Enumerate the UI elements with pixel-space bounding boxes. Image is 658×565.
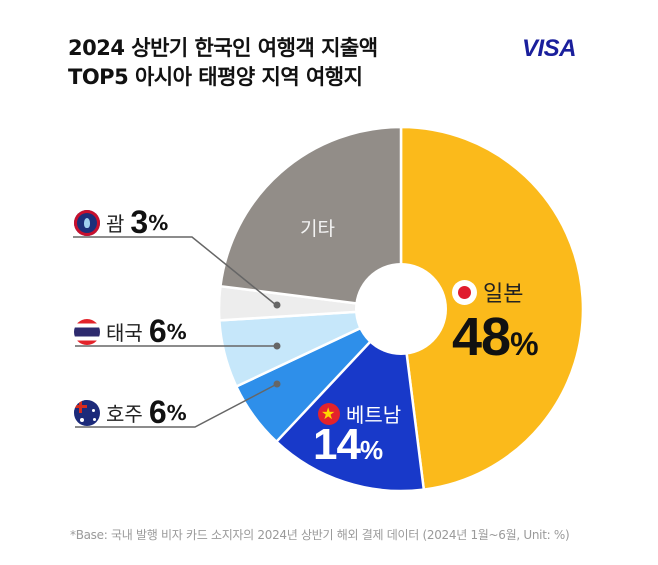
guam-flag-icon bbox=[74, 209, 100, 236]
guam-value: 3 bbox=[130, 204, 149, 240]
thailand-value: 6 bbox=[148, 313, 167, 349]
australia-value: 6 bbox=[148, 394, 167, 430]
other-label: 기타 bbox=[300, 218, 335, 240]
donut-hole bbox=[355, 263, 447, 355]
thailand-name: 태국 bbox=[106, 321, 143, 345]
australia-name: 호주 bbox=[106, 402, 143, 426]
slice-other bbox=[219, 125, 403, 311]
guam-unit: % bbox=[148, 210, 169, 235]
australia-label: 호주 6% bbox=[74, 394, 187, 431]
vietnam-label: ★ 베트남 bbox=[318, 399, 407, 428]
australia-flag-icon bbox=[74, 399, 100, 426]
vietnam-percentage: 14% bbox=[313, 420, 383, 470]
title-line-1: 2024 상반기 한국인 여행객 지출액 bbox=[68, 36, 378, 60]
vietnam-value: 14 bbox=[313, 420, 361, 469]
guam-leader-line bbox=[73, 236, 277, 306]
japan-value: 48 bbox=[452, 307, 511, 367]
guam-leader-dot bbox=[273, 301, 281, 309]
japan-label: 일본 bbox=[452, 276, 529, 308]
thailand-unit: % bbox=[166, 319, 187, 344]
pie-slices bbox=[217, 125, 585, 493]
footnote: *Base: 국내 발행 비자 카드 소지자의 2024년 상반기 해외 결제 … bbox=[70, 528, 570, 542]
thailand-leader-dot bbox=[273, 342, 281, 350]
vietnam-flag-icon: ★ bbox=[318, 402, 340, 425]
australia-leader-line bbox=[75, 383, 278, 428]
vietnam-unit: % bbox=[359, 435, 384, 465]
australia-leader-dot bbox=[273, 380, 281, 388]
japan-unit: % bbox=[510, 326, 539, 362]
vietnam-name: 베트남 bbox=[346, 403, 402, 427]
thailand-label: 태국 6% bbox=[74, 313, 187, 350]
japan-percentage: 48% bbox=[452, 306, 539, 368]
title-line-2: TOP5 아시아 태평양 지역 여행지 bbox=[68, 65, 363, 89]
leader-lines bbox=[73, 236, 278, 428]
slice-vietnam bbox=[274, 306, 426, 493]
australia-unit: % bbox=[166, 400, 187, 425]
japan-flag-icon bbox=[452, 279, 477, 305]
visa-logo: VISA bbox=[522, 35, 577, 62]
chart-title: 2024 상반기 한국인 여행객 지출액 TOP5 아시아 태평양 지역 여행지 bbox=[68, 34, 378, 92]
guam-label: 괌 3% bbox=[74, 204, 168, 241]
slice-japan bbox=[399, 125, 585, 491]
guam-name: 괌 bbox=[106, 212, 125, 236]
thailand-flag-icon bbox=[74, 318, 100, 345]
japan-name: 일본 bbox=[483, 282, 524, 307]
